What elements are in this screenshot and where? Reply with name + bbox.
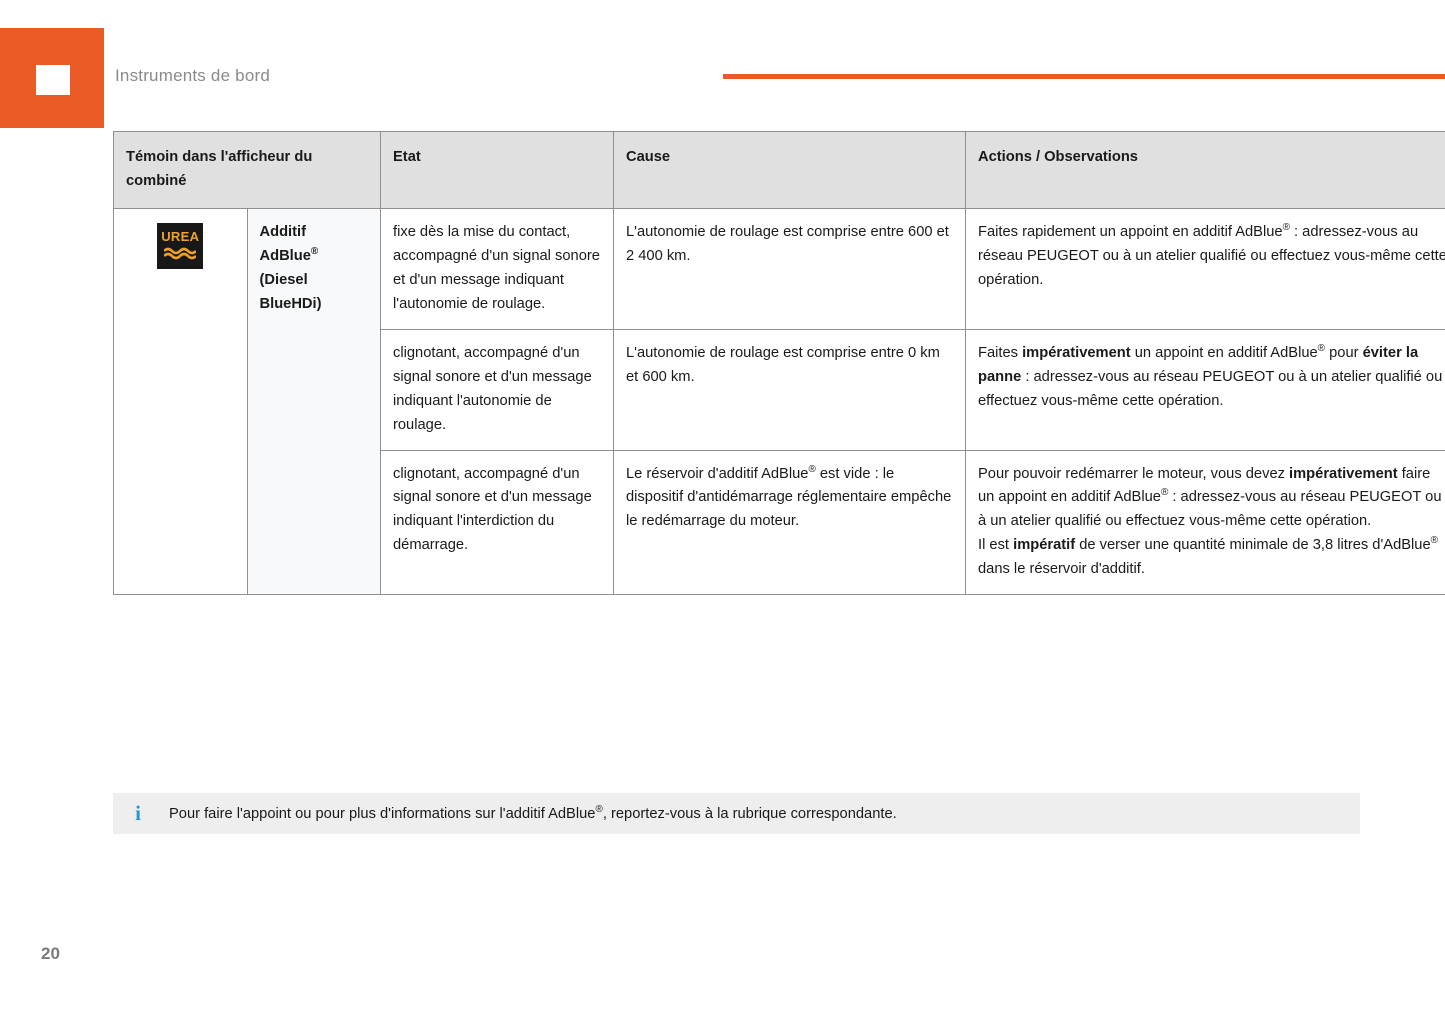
- text-run: faire un appoint en additif AdBlue: [978, 465, 1431, 506]
- page-number: 20: [41, 944, 60, 963]
- table-header: Témoin dans l'afficheur du combiné Etat …: [113, 131, 1445, 209]
- emphasis-text: impérativement: [1289, 465, 1398, 482]
- cell-etat: fixe dès la mise du contact, accompagné …: [380, 207, 614, 330]
- urea-icon-label: UREA: [161, 228, 200, 244]
- cell-cause: L'autonomie de roulage est comprise entr…: [613, 207, 966, 330]
- emphasis-text: éviter la panne: [978, 344, 1419, 385]
- cell-telltale-name: Additif AdBlue® (Diesel BlueHDi): [246, 207, 381, 596]
- emphasis-text: impératif: [1013, 537, 1076, 554]
- registered-mark: ®: [310, 245, 319, 257]
- text-run: Faites: [978, 344, 1023, 361]
- text-run: Pour faire l'appoint ou pour plus d'info…: [169, 805, 596, 822]
- text-run: Faites rapidement un appoint en additif …: [978, 223, 1283, 240]
- cell-actions-observations: Faites impérativement un appoint en addi…: [965, 328, 1445, 451]
- text-run: de verser une quantité minimale de 3,8 l…: [1075, 537, 1431, 554]
- cell-etat: clignotant, accompagné d'un signal sonor…: [380, 449, 614, 596]
- text-run: est vide : le dispositif d'antidémarrage…: [626, 465, 952, 530]
- urea-telltale-icon: UREA: [157, 222, 204, 269]
- column-header-temoin: Témoin dans l'afficheur du combiné: [113, 131, 381, 209]
- cell-etat: clignotant, accompagné d'un signal sonor…: [380, 328, 614, 451]
- text-run: un appoint en additif AdBlue: [1130, 344, 1318, 361]
- cell-cause: Le réservoir d'additif AdBlue® est vide …: [613, 449, 966, 596]
- table-body: UREA Additif AdBlue® (Diesel BlueHDi) fixe …: [113, 207, 1445, 596]
- registered-mark: ®: [1430, 535, 1439, 547]
- header-accent-rule: [723, 74, 1445, 79]
- registered-mark: ®: [1160, 487, 1169, 499]
- urea-wave-icon: [164, 247, 197, 260]
- cell-actions-observations: Faites rapidement un appoint en additif …: [965, 207, 1445, 330]
- table-row: clignotant, accompagné d'un signal sonor…: [114, 449, 1445, 596]
- warning-indicators-table: Témoin dans l'afficheur du combiné Etat …: [113, 131, 1445, 596]
- registered-mark: ®: [1317, 342, 1326, 354]
- text-run: : adressez-vous au réseau PEUGEOT ou à u…: [978, 368, 1443, 409]
- page-title: Instruments de bord: [115, 66, 270, 85]
- info-note: i Pour faire l'appoint ou pour plus d'in…: [113, 793, 1360, 834]
- registered-mark: ®: [808, 463, 816, 475]
- text-run: , reportez-vous à la rubrique correspond…: [602, 805, 897, 822]
- cell-cause: L'autonomie de roulage est comprise entr…: [613, 328, 966, 451]
- text-run: Pour pouvoir redémarrer le moteur, vous …: [978, 465, 1290, 482]
- text-run: : adressez-vous au réseau PEUGEOT ou à u…: [978, 489, 1442, 530]
- cell-actions-observations: Pour pouvoir redémarrer le moteur, vous …: [965, 449, 1445, 596]
- registered-mark: ®: [1282, 222, 1290, 234]
- registered-mark: ®: [595, 803, 603, 815]
- text-run: : adressez-vous au réseau PEUGEOT ou à u…: [978, 223, 1445, 288]
- column-header-actions: Actions / Observations: [965, 131, 1445, 209]
- column-header-etat: Etat: [380, 131, 614, 209]
- info-note-text: Pour faire l'appoint ou pour plus d'info…: [163, 803, 897, 822]
- emphasis-text: impérativement: [1022, 344, 1131, 361]
- table-row: UREA Additif AdBlue® (Diesel BlueHDi) fixe …: [113, 207, 1445, 596]
- text-run: Il est: [978, 537, 1014, 554]
- text-run: Additif AdBlue: [259, 223, 311, 264]
- text-run: pour: [1325, 344, 1363, 361]
- header-brand-inner-square: [36, 65, 70, 95]
- info-icon: i: [135, 801, 141, 825]
- table-header-row: Témoin dans l'afficheur du combiné Etat …: [113, 131, 1445, 209]
- cell-telltale-icon: UREA: [113, 207, 248, 596]
- column-header-cause: Cause: [613, 131, 966, 209]
- header-brand-block: [0, 28, 104, 128]
- table-row: clignotant, accompagné d'un signal sonor…: [114, 328, 1445, 451]
- text-run: dans le réservoir d'additif.: [978, 561, 1145, 578]
- text-run: (Diesel BlueHDi): [259, 271, 322, 312]
- text-run: Le réservoir d'additif AdBlue: [626, 465, 809, 482]
